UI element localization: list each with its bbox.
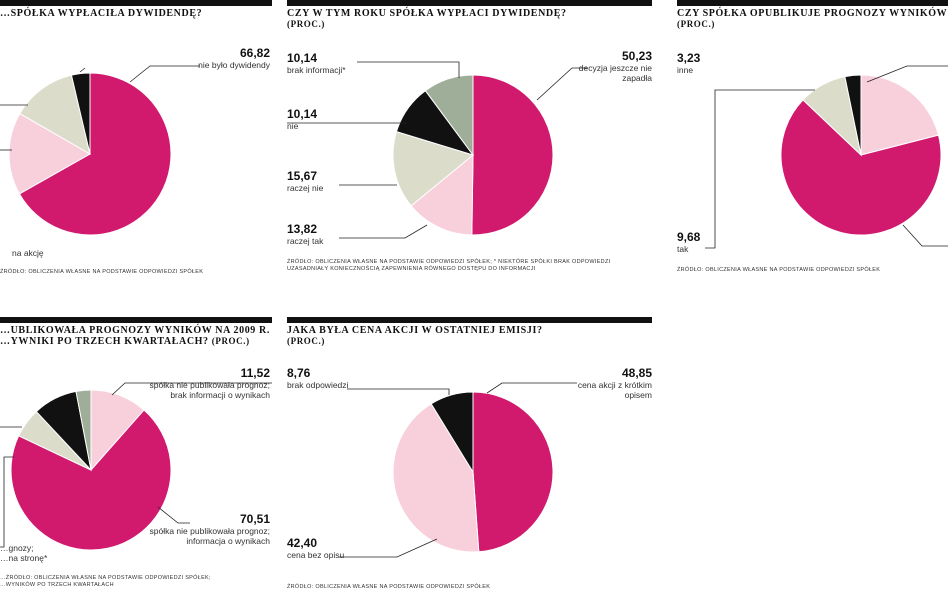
slice-label-gray: 10,14 brak informacji* — [287, 51, 346, 76]
pie-slice-beige — [392, 130, 475, 207]
chart-title: …spółka wypłaciła dywidendę? — [0, 8, 203, 19]
pie-chart — [8, 72, 172, 236]
pie-slice-magenta — [18, 72, 172, 236]
slice-label-pink: 42,40 cena bez opisu — [287, 536, 345, 561]
panel-share-price: Jaka była cena akcji w ostatniej emisji?… — [287, 317, 652, 593]
pie-slice-gray — [75, 389, 92, 471]
slice-label-fragment: na akcję — [12, 248, 44, 258]
pie-slice-pink — [392, 403, 480, 553]
panel-top-rule — [0, 0, 272, 6]
source-note: Źródło: obliczenia własne na podstawie o… — [0, 269, 204, 275]
chart-title: Jaka była cena akcji w ostatniej emisji?… — [287, 325, 543, 346]
source-note: Źródło: obliczenia własne na podstawie o… — [287, 584, 491, 590]
pie-slice-black — [844, 74, 862, 156]
panel-top-rule — [0, 317, 272, 323]
slice-label-magenta: 66,82 nie było dywidendy — [198, 46, 270, 71]
pie-slice-magenta — [472, 391, 554, 553]
slice-label-pink: 13,82 raczej tak — [287, 222, 324, 247]
panel-forecasts-2009: …ublikowała prognozy wyników na 2009 r. … — [0, 317, 272, 593]
slice-label-magenta: 48,85 cena akcji z krótkim opisem — [577, 366, 652, 401]
source-note: Źródło: obliczenia własne na podstawie o… — [287, 259, 611, 272]
panel-dividend-this-year: Czy w tym roku spółka wypłaci dywidendę?… — [287, 0, 652, 290]
slice-label-black: 10,14 nie — [287, 107, 318, 132]
chart-title: …ublikowała prognozy wyników na 2009 r. … — [0, 325, 270, 347]
pie-chart — [392, 391, 554, 553]
pie-chart — [780, 74, 942, 236]
pie-slice-magenta — [471, 74, 554, 236]
slice-label-magenta: 50,23 decyzja jeszcze nie zapadła — [578, 49, 652, 84]
pie-slice-black — [70, 72, 91, 155]
panel-dividend-paid: …spółka wypłaciła dywidendę? 66,82 nie b… — [0, 0, 272, 290]
slice-label-pink: 11,52 spółka nie publikowała prognoz; br… — [149, 366, 271, 401]
pie-slice-black — [430, 391, 474, 474]
slice-label-fragment: …gnozy; …na stronę* — [0, 543, 48, 563]
slice-label-black: 3,23 inne — [677, 51, 701, 76]
pie-slice-gray — [424, 74, 474, 157]
pie-slice-pink — [410, 153, 474, 236]
pie-slice-beige — [19, 74, 91, 156]
chart-title: Czy spółka opublikuje prognozy wyników… … — [677, 8, 948, 29]
panel-top-rule — [287, 317, 652, 323]
slice-label-beige: 9,68 tak — [677, 230, 701, 255]
panel-forecasts: Czy spółka opublikuje prognozy wyników… … — [677, 0, 948, 290]
slice-label-magenta: 70,51 spółka nie publikowała prognoz; in… — [149, 512, 271, 547]
source-note: Źródło: obliczenia własne na podstawie o… — [677, 267, 881, 273]
panel-top-rule — [677, 0, 948, 6]
pie-slice-pink — [8, 112, 92, 195]
panel-top-rule — [287, 0, 652, 6]
slice-label-beige: 15,67 raczej nie — [287, 169, 324, 194]
pie-chart — [10, 389, 172, 551]
source-note: …źródło: obliczenia własne na podstawie … — [0, 575, 211, 588]
pie-chart — [392, 74, 554, 236]
chart-title: Czy w tym roku spółka wypłaci dywidendę?… — [287, 8, 567, 29]
slice-label-black: 8,76 brak odpowiedzi — [287, 366, 349, 391]
